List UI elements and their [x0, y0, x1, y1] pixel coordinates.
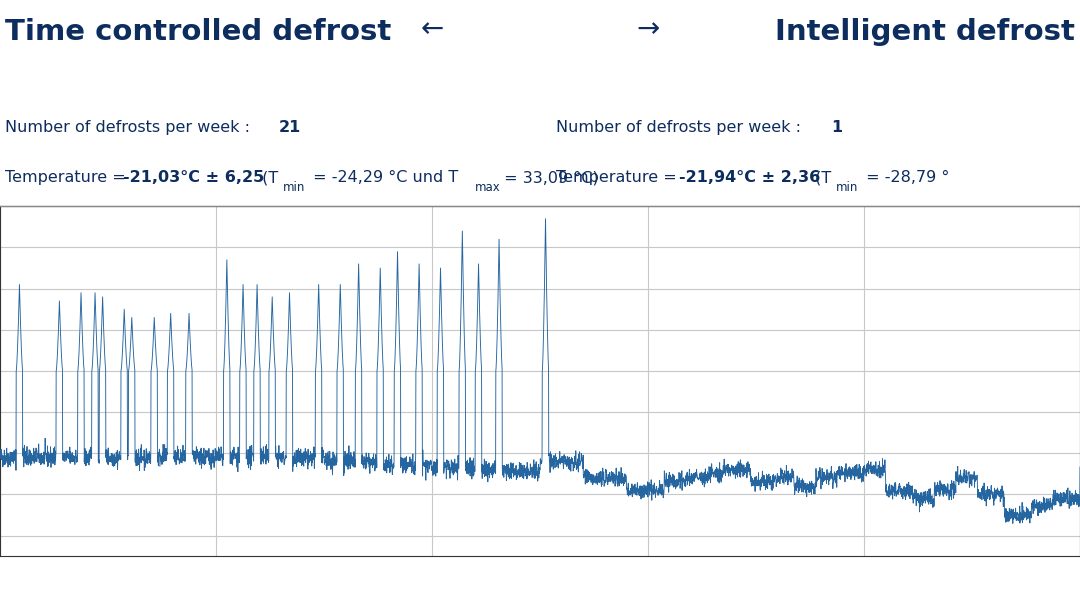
Text: (T: (T	[257, 170, 279, 185]
Text: 21: 21	[279, 120, 301, 135]
Text: = 33,09 °C): = 33,09 °C)	[499, 170, 598, 185]
Text: Number of defrosts per week :: Number of defrosts per week :	[556, 120, 807, 135]
Text: -21,03°C ± 6,25: -21,03°C ± 6,25	[123, 170, 265, 185]
Text: →: →	[636, 15, 660, 43]
Text: Intelligent defrost: Intelligent defrost	[774, 18, 1075, 46]
Text: (T: (T	[810, 170, 832, 185]
Text: Number of defrosts per week :: Number of defrosts per week :	[5, 120, 256, 135]
Text: max: max	[475, 181, 501, 194]
Text: Time controlled defrost: Time controlled defrost	[5, 18, 392, 46]
Text: = -28,79 °: = -28,79 °	[861, 170, 949, 185]
Text: ←: ←	[420, 15, 444, 43]
Text: Temperature =: Temperature =	[5, 170, 132, 185]
Text: = -24,29 °C und T: = -24,29 °C und T	[308, 170, 458, 185]
Text: -21,94°C ± 2,36: -21,94°C ± 2,36	[679, 170, 821, 185]
Text: min: min	[836, 181, 859, 194]
Text: min: min	[283, 181, 306, 194]
Text: Temperature =: Temperature =	[556, 170, 683, 185]
Text: 1: 1	[832, 120, 842, 135]
